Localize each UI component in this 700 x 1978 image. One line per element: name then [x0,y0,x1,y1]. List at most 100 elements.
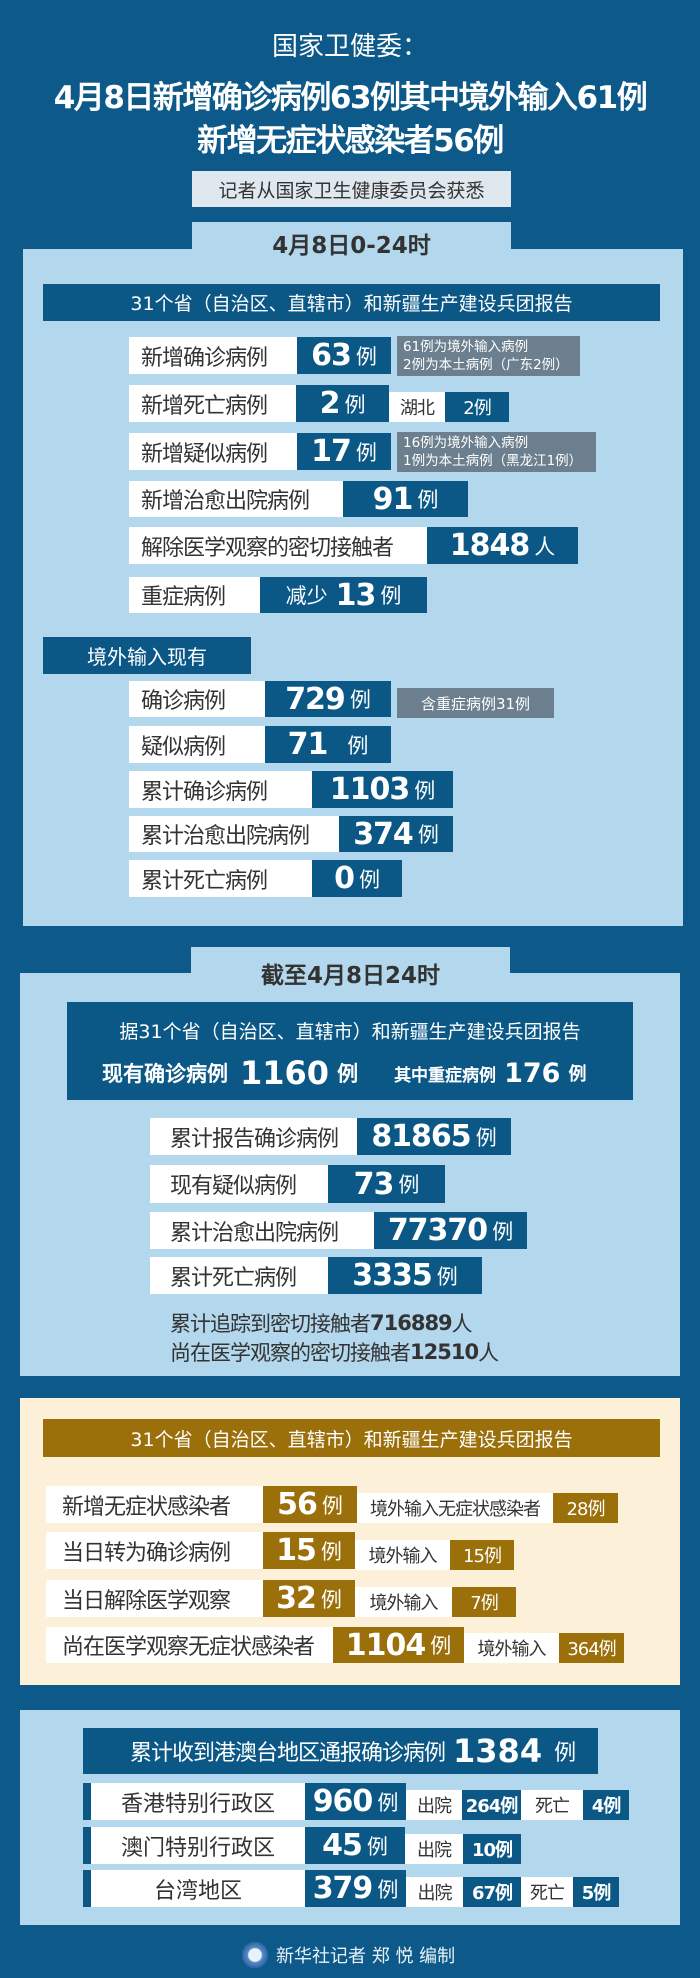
current-unit: 例 [337,1062,359,1086]
value-unit: 例 [398,1173,420,1197]
region-cases: 45 例 [305,1827,405,1864]
value-unit: 例 [430,1634,452,1658]
value-unit: 例 [492,1219,514,1244]
note-line: 2例为本土病例（广东2例） [403,357,569,373]
daily-report-bar: 31个省（自治区、直辖市）和新疆生产建设兵团报告 [43,284,660,321]
row-label: 当日解除医学观察 [46,1580,263,1617]
current-value: 1160 [240,1054,330,1092]
value-number: 32 [276,1581,317,1616]
row-label: 现有疑似病例 [150,1165,328,1203]
row-label: 新增疑似病例 [129,433,297,470]
value-number: 1104 [345,1627,426,1663]
row-value: 32 例 [263,1580,355,1617]
cumulative-tab [191,947,510,977]
imported-label: 境外输入 [464,1633,559,1663]
row-label: 尚在医学观察无症状感染者 [46,1627,333,1663]
value-number: 45 [322,1828,363,1863]
region-value: 2例 [445,392,509,422]
region-name: 台湾地区 [91,1870,305,1907]
value-unit: 例 [377,1790,399,1815]
xinhua-logo-icon [242,1942,268,1968]
value-number: 15 [276,1533,317,1568]
hmt-header: 累计收到港澳台地区通报确诊病例 1384 例 [83,1728,598,1774]
value-unit: 例 [349,688,371,712]
row-stripe [83,1870,91,1907]
value-number: 91 [372,481,414,517]
row-note: 61例为境外输入病例 2例为本土病例（广东2例） [397,336,580,376]
current-cases-line: 现有确诊病例 1160 例 其中重症病例 176 例 [102,1054,642,1092]
row-value: 729 例 [265,681,391,717]
value-number: 77370 [387,1213,488,1248]
value-number: 3335 [352,1258,432,1293]
row-label: 重症病例 [129,577,260,613]
imported-value: 28例 [553,1493,618,1523]
row-label: 疑似病例 [129,726,265,763]
note-line: 61例为境外输入病例 [403,339,529,355]
row-value: 71 例 [265,726,391,763]
row-label: 新增无症状感染者 [46,1486,263,1523]
headline-line2: 新增无症状感染者56例 [197,122,504,159]
report-line: 据31个省（自治区、直辖市）和新疆生产建设兵团报告 [119,1020,581,1043]
hmt-header-label: 累计收到港澳台地区通报确诊病例 [130,1741,446,1766]
daily-tab-title: 4月8日0-24时 [272,233,431,259]
row-note: 16例为境外输入病例 1例为本土病例（黑龙江1例） [397,432,596,472]
death-value: 4例 [583,1790,629,1820]
value-unit: 例 [355,344,377,369]
row-label: 累计确诊病例 [129,771,312,808]
value-unit: 例 [344,392,366,417]
value-unit: 例 [377,1877,399,1902]
row-value: 1848 人 [427,527,578,564]
imported-value: 364例 [559,1633,624,1663]
hmt-header-value: 1384 [453,1732,543,1770]
value-unit: 例 [358,867,380,892]
row-label: 新增死亡病例 [129,385,296,422]
row-label: 新增确诊病例 [129,337,297,374]
row-value: 1104 例 [333,1627,464,1663]
value-number: 1848 [449,528,530,563]
value-unit: 例 [320,1587,342,1612]
imported-label: 境外输入无症状感染者 [357,1493,553,1523]
value-prefix: 减少 [285,584,328,608]
value-number: 63 [311,338,352,373]
discharged-value: 264例 [462,1790,521,1820]
value-unit: 例 [347,733,369,758]
row-label: 累计报告确诊病例 [150,1118,357,1155]
note-line: 1例为本土病例（黑龙江1例） [403,453,583,469]
discharged-label: 出院 [405,1834,463,1864]
severe-unit: 例 [568,1064,587,1085]
daily-tab [192,222,511,252]
region-cases: 960 例 [305,1783,406,1820]
contacts-traced-unit: 人 [451,1312,473,1336]
row-stripe [83,1827,91,1864]
row-label: 累计死亡病例 [150,1257,328,1294]
death-label: 死亡 [521,1877,573,1907]
row-value: 73 例 [328,1165,445,1203]
contacts-observed-unit: 人 [478,1341,499,1365]
footer-credit: 新华社记者 郑 悦 编制 [276,1946,456,1967]
note-line: 16例为境外输入病例 [403,435,529,451]
value-number: 73 [353,1166,395,1202]
imported-label: 境外输入 [355,1587,452,1617]
severe-label: 其中重症病例 [394,1065,497,1086]
value-number: 71 [287,727,329,762]
death-label: 死亡 [521,1790,583,1820]
row-value: 77370 例 [374,1212,527,1249]
value-unit: 例 [436,1264,458,1289]
row-label: 累计治愈出院病例 [129,816,339,852]
region-cases: 379 例 [305,1870,406,1907]
row-value: 17 例 [297,433,391,470]
contacts-traced-label: 累计追踪到密切接触者 [170,1312,371,1336]
value-number: 56 [277,1487,318,1522]
row-value: 减少 13 例 [260,577,427,613]
row-value: 63 例 [297,337,391,374]
row-label: 解除医学观察的密切接触者 [129,527,427,564]
value-number: 81865 [371,1119,471,1154]
row-note: 含重症病例31例 [397,688,554,718]
value-unit: 例 [366,1834,388,1859]
value-number: 17 [311,434,352,469]
imported-label: 境外输入 [355,1540,450,1570]
row-label: 确诊病例 [129,681,265,717]
row-label: 当日转为确诊病例 [46,1532,263,1569]
contacts-traced: 累计追踪到密切接触者 716889 人 [170,1308,473,1338]
